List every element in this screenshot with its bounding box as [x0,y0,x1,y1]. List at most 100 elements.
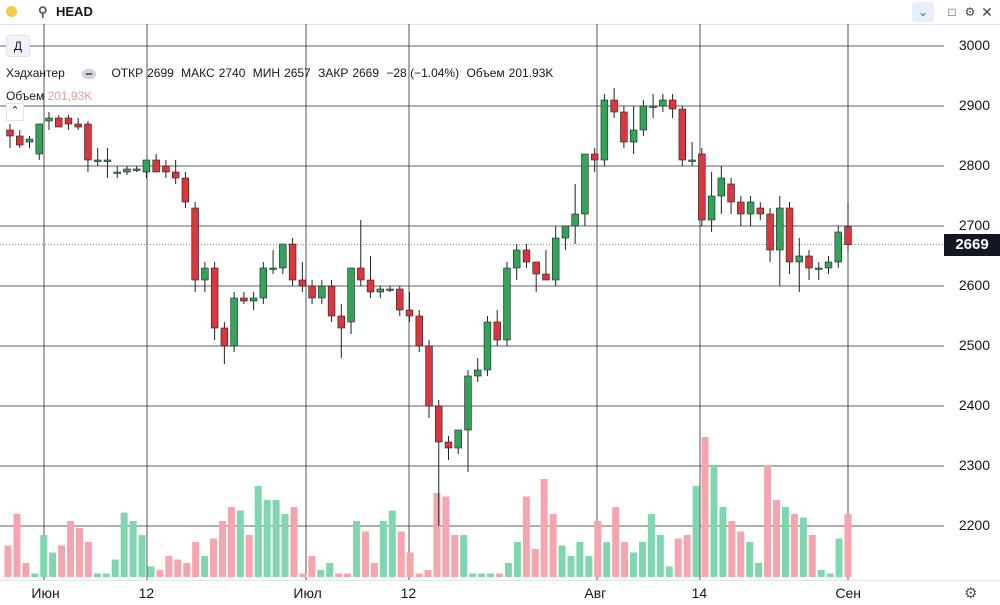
candle-body [844,226,852,245]
candle-body [142,159,151,173]
volume-label: Объем [466,66,505,80]
volume-bar [558,545,566,577]
volume-bar [737,531,745,577]
volume-bar [710,465,718,577]
symbol-search-input[interactable]: ⚲ HEAD [34,2,334,22]
volume-bar [22,563,30,577]
price-tick-label: 2800 [958,157,990,173]
volume-bar [236,510,244,577]
volume-bar [218,521,226,577]
candle-body [483,321,492,371]
square-icon[interactable]: □ [948,5,956,19]
hide-legend-toggle[interactable] [82,68,97,79]
price-chart[interactable] [0,0,1000,580]
interval-button[interactable]: Д [6,35,30,57]
candle-body [201,267,209,281]
candle-body [668,99,677,110]
volume-bar [102,573,110,577]
volume-bar [594,521,602,577]
volume-bar [192,542,200,577]
candle-body [620,111,628,143]
volume-bar [460,535,468,577]
settings-icon[interactable]: ⚙ [964,585,978,602]
volume-bar [4,545,12,577]
gear-icon[interactable]: ⚙ [964,5,976,19]
low-value: 2657 [284,66,311,80]
candle-body [162,165,170,173]
volume-bar [174,559,182,577]
candle-body [405,309,414,317]
volume-bar [317,570,325,577]
volume-bar [344,573,352,577]
time-tick-label: 14 [691,585,708,601]
chevron-down-icon[interactable]: ⌄ [912,2,934,22]
candle-body [707,195,716,221]
volume-bar [522,496,530,577]
volume-bar [656,535,664,577]
candle-body [805,255,813,269]
low-label: МИН [252,66,281,80]
volume-bar [621,542,629,577]
volume-bar [281,514,289,577]
volume-bar [781,507,789,577]
volume-bar [638,542,646,577]
candle-body [64,117,73,125]
candle-body [678,108,687,161]
high-value: 2740 [218,66,246,80]
volume-bar [433,493,441,577]
price-tick-label: 2900 [958,97,990,113]
candle-body [55,117,63,128]
volume-bar [201,556,209,577]
candle-body [698,153,706,221]
volume-bar [335,573,343,577]
volume-bar [630,552,638,577]
candle-body [444,441,453,449]
time-tick-label: Июн [31,585,60,601]
volume-bar [138,535,146,577]
candle-body [795,255,803,263]
volume-bar [308,556,316,577]
candle-body [376,288,384,293]
volume-bar [826,573,834,577]
volume-bar [469,573,477,577]
candle-body [74,123,82,128]
candle-body [785,207,794,263]
volume-bar [701,437,709,577]
candle-body [600,99,609,161]
volume-bar [495,573,503,577]
volume-bar [540,479,548,577]
volume-bar [504,563,512,577]
price-tick-label: 2300 [958,457,990,473]
candle-body [766,213,774,251]
price-tick-label: 2400 [958,397,990,413]
close-label: ЗАКР [318,66,349,80]
volume-bar [728,521,736,577]
candle-body [318,285,326,299]
search-icon: ⚲ [38,4,48,19]
candle-body [776,207,784,251]
candle-body [210,267,219,329]
close-icon[interactable]: ✕ [981,4,993,20]
volume-study-label: Объем [6,89,45,103]
volume-bar [799,517,807,577]
volume-bar [513,542,521,577]
volume-bar [40,535,48,577]
volume-bar [31,573,39,577]
candle-body [123,168,131,173]
volume-bar [844,514,852,577]
candle-body [629,129,638,143]
candle-body [240,297,248,302]
volume-bar [49,552,57,577]
collapse-study-icon[interactable]: ⌃ [6,103,24,121]
time-tick-label: Сен [835,585,862,601]
candle-body [746,201,755,215]
change-value: −28 (−1.04%) [386,66,460,80]
candle-body [435,405,443,443]
candle-body [337,315,346,329]
candle-body [6,129,14,137]
last-price-tag: 2669 [944,233,1000,256]
volume-bar [746,542,754,577]
symbol-text: HEAD [56,4,93,19]
instrument-name: Хэдхантер [6,66,65,80]
time-tick-label: Июл [293,585,322,601]
